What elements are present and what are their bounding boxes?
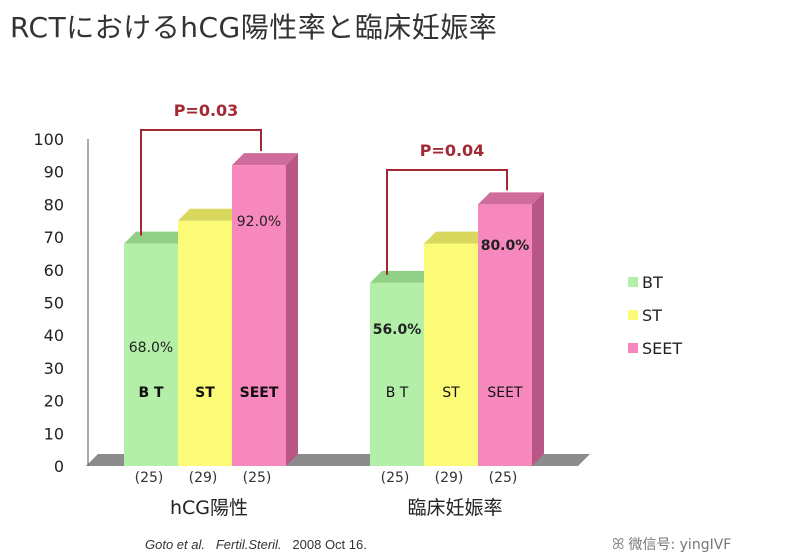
bar-count-label: (25) bbox=[489, 470, 518, 486]
y-tick-label: 50 bbox=[44, 294, 64, 313]
bar-value-label: 80.0% bbox=[481, 238, 530, 254]
group-label: hCG陽性 bbox=[170, 497, 248, 519]
bar-inner-label: ST bbox=[442, 385, 460, 401]
y-tick-label: 40 bbox=[44, 326, 64, 345]
chart-title: RCTにおけるhCG陽性率と臨床妊娠率 bbox=[10, 11, 498, 44]
bar-chart: 0 10 20 30 40 50 60 70 80 90 100 B T (25) 68.0% ST (29)… bbox=[33, 101, 682, 519]
y-tick-label: 0 bbox=[54, 457, 64, 476]
bar-inner-label: B T bbox=[138, 385, 164, 401]
y-tick-label: 20 bbox=[44, 392, 64, 411]
bar-st-2 bbox=[424, 243, 478, 466]
citation-authors: Goto et al. bbox=[145, 537, 205, 552]
bar-seet-2 bbox=[478, 204, 532, 466]
group-label: 臨床妊娠率 bbox=[407, 497, 502, 519]
bar-count-label: (29) bbox=[435, 470, 464, 486]
bar-inner-label: B T bbox=[386, 385, 409, 401]
y-tick-label: 70 bbox=[44, 228, 64, 247]
p-value-label: P=0.03 bbox=[174, 101, 239, 120]
bar-st-1 bbox=[178, 220, 232, 466]
legend-swatch-bt bbox=[628, 277, 638, 287]
legend-swatch-seet bbox=[628, 343, 638, 353]
legend-swatch-st bbox=[628, 310, 638, 320]
bar-top bbox=[424, 231, 490, 244]
bar-count-label: (25) bbox=[243, 470, 272, 486]
bar-value-label: 56.0% bbox=[373, 322, 422, 338]
bar-top bbox=[478, 192, 544, 205]
bar-inner-label: SEET bbox=[487, 385, 523, 401]
significance-bracket bbox=[140, 129, 262, 236]
legend-label: BT bbox=[642, 273, 663, 292]
citation-journal: Fertil.Steril. bbox=[215, 537, 282, 552]
watermark-text: 微信号: yingIVF bbox=[628, 537, 732, 553]
bar-side bbox=[286, 153, 298, 466]
bar-value-label: 68.0% bbox=[129, 340, 173, 356]
bar-count-label: (25) bbox=[135, 470, 164, 486]
y-tick-label: 100 bbox=[33, 130, 64, 149]
bar-count-label: (25) bbox=[381, 470, 410, 486]
bar-bt-2 bbox=[370, 282, 424, 466]
wechat-icon: ꕤ bbox=[612, 535, 625, 553]
bar-inner-label: ST bbox=[195, 385, 215, 401]
bar-seet-1 bbox=[232, 165, 286, 466]
y-tick-label: 30 bbox=[44, 359, 64, 378]
bar-top bbox=[232, 153, 298, 166]
y-tick-label: 10 bbox=[44, 424, 64, 443]
y-tick-label: 80 bbox=[44, 195, 64, 214]
bar-count-label: (29) bbox=[189, 470, 218, 486]
citation: Goto et al. Fertil.Steril. 2008 Oct 16. bbox=[145, 537, 367, 552]
significance-bracket bbox=[386, 169, 508, 275]
bar-top bbox=[178, 208, 244, 221]
legend-label: SEET bbox=[642, 339, 682, 358]
watermark: ꕤ 微信号: yingIVF bbox=[612, 534, 731, 554]
p-value-label: P=0.04 bbox=[420, 141, 485, 160]
bar-value-label: 92.0% bbox=[237, 214, 281, 230]
legend-label: ST bbox=[642, 306, 662, 325]
citation-date: 2008 Oct 16. bbox=[292, 537, 367, 552]
y-tick-label: 60 bbox=[44, 261, 64, 280]
bar-side bbox=[532, 192, 544, 466]
bar-bt-1 bbox=[124, 243, 178, 466]
bar-inner-label: SEET bbox=[240, 385, 279, 401]
y-tick-label: 90 bbox=[44, 163, 64, 182]
